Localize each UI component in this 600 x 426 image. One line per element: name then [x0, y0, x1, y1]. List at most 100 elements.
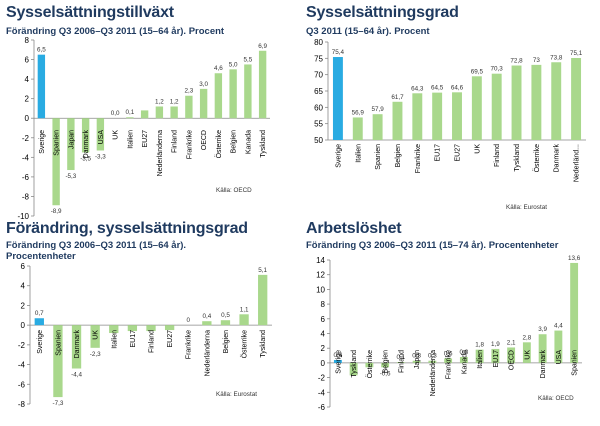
category-label: Italien — [355, 144, 362, 163]
bar-kanada — [459, 357, 468, 363]
chart-title: Sysselsättningsgrad — [306, 4, 459, 21]
category-label: EU17 — [493, 350, 500, 368]
y-tick-label: 50 — [314, 136, 323, 145]
bar-nederlanderna — [155, 106, 164, 119]
category-label: Spanien — [54, 130, 61, 156]
bar-eu27 — [452, 92, 462, 140]
value-label: 0,3 — [428, 353, 437, 360]
value-label: 0,0 — [111, 110, 120, 117]
bar-japan — [412, 360, 421, 363]
bar-danmark — [71, 325, 82, 369]
category-label: EU17 — [130, 330, 137, 348]
value-label: 3,0 — [199, 81, 208, 88]
y-tick-label: 0 — [321, 359, 326, 368]
value-label: 61,7 — [391, 94, 404, 101]
bar-tyskland — [258, 274, 268, 326]
bar-sverige — [37, 54, 46, 119]
value-label: 6,5 — [37, 47, 46, 54]
chart-subtitle: Förändring Q3 2006–Q3 2011 (15–64 år). P… — [6, 26, 225, 37]
chart-subtitle-line-1: Förändring Q3 2006–Q3 2011 (15–64 år). — [6, 240, 187, 251]
category-label: Österrike — [241, 330, 249, 359]
category-label: EU27 — [167, 330, 174, 348]
value-label: -4,4 — [71, 372, 82, 379]
category-label: Belgien — [223, 330, 230, 353]
category-label: UK — [93, 330, 100, 340]
value-label: 1,2 — [155, 98, 164, 105]
y-tick-label: 55 — [314, 120, 323, 129]
y-tick-label: -6 — [318, 403, 326, 412]
bar-eu17 — [491, 348, 500, 363]
value-label: 72,8 — [510, 58, 523, 65]
bar-danmark — [81, 118, 90, 153]
category-label: Sverige — [39, 130, 46, 154]
bar-nederlanderna — [202, 321, 212, 326]
bar-uk — [471, 76, 482, 140]
value-label: -2,3 — [90, 351, 101, 358]
y-tick-label: 65 — [314, 87, 323, 96]
category-label: Belgien — [231, 130, 238, 153]
chart-plot: 80 75 70 65 60 55 50 75,4 Sverige 56,9 Italien 57,9… — [314, 38, 586, 211]
value-label: 0,6 — [444, 350, 453, 357]
category-label: Spanien — [375, 144, 382, 170]
bar-belgien — [229, 69, 237, 119]
y-tick-label: -2 — [22, 134, 30, 143]
bar-oecd — [507, 347, 516, 363]
category-label: Danmark — [554, 144, 561, 173]
value-label: 0 — [186, 317, 190, 324]
value-label: 4,4 — [554, 323, 563, 330]
category-label: Frankrike — [415, 144, 422, 173]
bar-eu27 — [164, 325, 175, 331]
chart-plot: 6 4 2 0 -2 -4 -6 -8 0,7 Sverige -7,3 Spanien -4,4 Dan… — [18, 262, 272, 409]
category-label: USA — [98, 130, 105, 145]
bar-japan — [67, 118, 75, 171]
bar-finland — [170, 106, 178, 119]
category-label: EU27 — [142, 130, 149, 148]
category-label: Tyskland — [351, 350, 358, 378]
bar-italien — [109, 325, 119, 334]
bar-belgien — [220, 320, 231, 326]
bar-spanien — [52, 118, 60, 206]
bar-frankrike — [412, 93, 423, 140]
category-label: Tyskland — [260, 330, 267, 358]
value-label: 75,4 — [332, 49, 345, 56]
chart-title: Arbetslöshet — [306, 220, 402, 237]
category-label: Kanada — [461, 350, 468, 374]
y-tick-label: 0 — [21, 321, 26, 330]
bar-nederland — [571, 58, 582, 140]
bar-uk — [90, 325, 100, 348]
bar-frankrike — [185, 95, 193, 119]
value-label: -5,3 — [65, 173, 76, 180]
category-label: Italien — [111, 330, 118, 349]
category-label: Österrike — [366, 350, 374, 379]
chart-title: Förändring, sysselsättningsgrad — [6, 220, 248, 237]
value-label: 2,8 — [522, 334, 531, 341]
y-tick-label: -8 — [22, 192, 30, 201]
value-label: 0,7 — [35, 310, 44, 317]
category-label: OECD — [509, 350, 516, 370]
bar-italien — [352, 117, 363, 140]
bar-belgien — [381, 362, 390, 368]
bar-nederlanderna — [428, 360, 437, 363]
y-tick-label: -4 — [22, 153, 30, 162]
category-label: Japan — [68, 130, 75, 149]
category-label: Sverige — [335, 144, 342, 168]
value-label: -3,5 — [80, 155, 91, 162]
category-label: Belgien — [383, 350, 390, 373]
value-label: 1,9 — [491, 341, 500, 348]
category-label: Italien — [127, 130, 134, 149]
y-tick-label: 80 — [314, 38, 323, 47]
value-label: 75,1 — [570, 50, 583, 57]
bar-finland — [396, 362, 405, 363]
y-tick-label: 8 — [25, 36, 30, 45]
category-label: UK — [474, 144, 481, 154]
y-tick-label: -8 — [18, 400, 26, 409]
y-tick-label: -2 — [18, 341, 26, 350]
category-label: Nederländerna — [430, 350, 437, 396]
y-tick-label: -4 — [318, 388, 326, 397]
source-label: Källa: OECD — [216, 187, 252, 194]
value-label: 64,6 — [451, 84, 464, 91]
value-label: 0,1 — [396, 354, 405, 361]
chart-subtitle: Förändring Q3 2006–Q3 2011 (15–74 år). P… — [306, 240, 559, 251]
chart-title: Sysselsättningstillväxt — [6, 4, 174, 21]
y-tick-label: 2 — [25, 95, 30, 104]
